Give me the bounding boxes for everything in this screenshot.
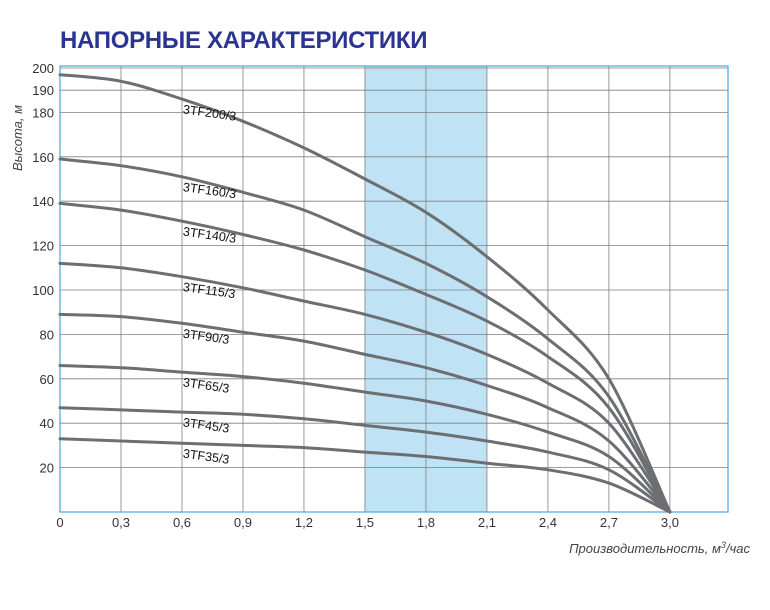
curve-label-3tf35-3: 3TF35/3 — [182, 446, 230, 466]
x-tick-label: 0,6 — [173, 515, 191, 530]
curves-layer — [58, 73, 672, 514]
x-tick-label: 1,2 — [295, 515, 313, 530]
curve-label-3tf200-3: 3TF200/3 — [182, 102, 237, 123]
x-tick-label: 2,1 — [478, 515, 496, 530]
x-tick-label: 0,3 — [112, 515, 130, 530]
curve-label-3tf45-3: 3TF45/3 — [182, 415, 230, 435]
x-tick-label: 0 — [56, 515, 63, 530]
curve-3tf45-3 — [58, 406, 672, 514]
y-tick-label: 200 — [32, 61, 54, 76]
x-tick-labels: 0 0,3 0,6 0,9 1,2 1,5 1,8 2,1 2,4 2,7 3,0 — [56, 515, 679, 530]
y-tick-label: 190 — [32, 83, 54, 98]
plot-frame-layer — [59, 65, 729, 513]
curve-label-3tf65-3: 3TF65/3 — [182, 375, 230, 395]
x-axis-label: Производительность, м3/час — [569, 540, 750, 556]
y-tick-label: 40 — [40, 416, 54, 431]
curve-3tf65-3 — [58, 364, 672, 514]
curve-label-3tf140-3: 3TF140/3 — [182, 224, 237, 245]
y-tick-label: 180 — [32, 105, 54, 120]
chart-title: НАПОРНЫЕ ХАРАКТЕРИСТИКИ — [60, 27, 428, 54]
curve-3tf35-3 — [58, 437, 672, 514]
y-tick-label: 60 — [40, 372, 54, 387]
curve-3tf115-3 — [58, 261, 672, 514]
curve-3tf140-3 — [58, 201, 672, 514]
x-tick-label: 2,4 — [539, 515, 557, 530]
y-tick-labels: 20 40 60 80 100 120 140 160 180 190 200 — [32, 61, 54, 476]
y-tick-label: 100 — [32, 283, 54, 298]
curve-3tf160-3 — [58, 157, 672, 514]
curve-label-3tf90-3: 3TF90/3 — [182, 327, 230, 347]
grid-layer — [60, 66, 728, 512]
y-tick-label: 120 — [32, 239, 54, 254]
curve-label-3tf115-3: 3TF115/3 — [182, 280, 236, 301]
plot-frame — [59, 65, 729, 513]
curve-3tf200-3 — [58, 73, 672, 514]
x-axis-label-text: Производительность, м — [569, 541, 721, 556]
y-tick-label: 80 — [40, 327, 54, 342]
y-tick-label: 140 — [32, 194, 54, 209]
x-axis-label-suffix: /час — [725, 541, 751, 556]
x-axis-label-superscript: 3 — [721, 540, 726, 550]
curve-label-3tf160-3: 3TF160/3 — [182, 180, 237, 201]
x-tick-label: 0,9 — [234, 515, 252, 530]
x-tick-label: 3,0 — [661, 515, 679, 530]
y-tick-label: 20 — [40, 461, 54, 476]
x-tick-label: 1,8 — [417, 515, 435, 530]
x-tick-label: 1,5 — [356, 515, 374, 530]
y-axis-label: Высота, м — [10, 105, 25, 171]
y-tick-label: 160 — [32, 150, 54, 165]
curve-3tf90-3 — [58, 312, 672, 514]
x-tick-label: 2,7 — [600, 515, 618, 530]
